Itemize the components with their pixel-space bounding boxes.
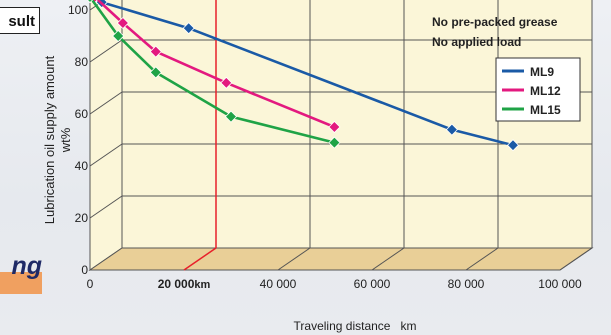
data-point-ml12 xyxy=(220,76,233,89)
data-point-ml12 xyxy=(149,45,162,58)
grid-line-y-diagonal xyxy=(89,143,123,167)
result-heading-fragment: sult xyxy=(0,7,40,34)
grid-line-x-diagonal xyxy=(465,247,499,271)
legend-label-ml9: ML9 xyxy=(530,65,554,79)
x-tick-unit: km xyxy=(194,279,210,291)
grid-line-y-diagonal xyxy=(89,39,123,63)
legend-label-ml15: ML15 xyxy=(530,103,561,117)
data-point-ml9 xyxy=(506,139,520,152)
grid-line-x-diagonal xyxy=(371,247,405,271)
data-point-ml12 xyxy=(328,120,341,134)
y-tick-label: 100 xyxy=(68,3,88,17)
data-point-ml15 xyxy=(224,110,238,123)
grid-line-y-diagonal xyxy=(89,195,123,219)
data-point-ml12 xyxy=(116,16,129,30)
data-point-ml15 xyxy=(86,0,94,4)
legend-label-ml12: ML12 xyxy=(530,84,561,98)
data-point-ml15 xyxy=(112,29,125,43)
plot-floor xyxy=(88,247,594,271)
x-tick-label: 0 xyxy=(87,277,94,291)
y-tick-label: 20 xyxy=(75,211,89,225)
data-point-ml15 xyxy=(328,136,341,149)
x-tick-label: 60 000 xyxy=(354,277,391,291)
y-tick-label: 40 xyxy=(75,159,89,173)
plot-back-wall xyxy=(121,0,593,249)
x-tick-label: 40 000 xyxy=(260,277,297,291)
y-tick-label: 80 xyxy=(75,55,89,69)
orange-band xyxy=(0,272,42,294)
data-point-ml9 xyxy=(445,123,458,136)
y-tick-label: 0 xyxy=(81,263,88,277)
y-tick-label: 60 xyxy=(75,107,89,121)
grid-line-x-diagonal xyxy=(559,247,593,271)
annotation-line: No pre-packed grease xyxy=(432,15,558,29)
grid-line-x-diagonal xyxy=(277,247,311,271)
x-axis-label: Traveling distance km xyxy=(294,319,417,333)
annotation-line: No applied load xyxy=(432,35,521,49)
data-point-ml15 xyxy=(149,66,162,79)
italic-heading-fragment: ng xyxy=(11,252,42,280)
grid-line-x-diagonal xyxy=(183,247,217,271)
data-point-ml9 xyxy=(182,22,195,35)
x-tick-label: 80 000 xyxy=(448,277,485,291)
x-tick-label: 20 000km xyxy=(158,277,211,291)
series-line-ml9 xyxy=(101,0,514,147)
x-tick-label: 100 000 xyxy=(538,277,582,291)
grid-line-y-diagonal xyxy=(89,91,123,115)
